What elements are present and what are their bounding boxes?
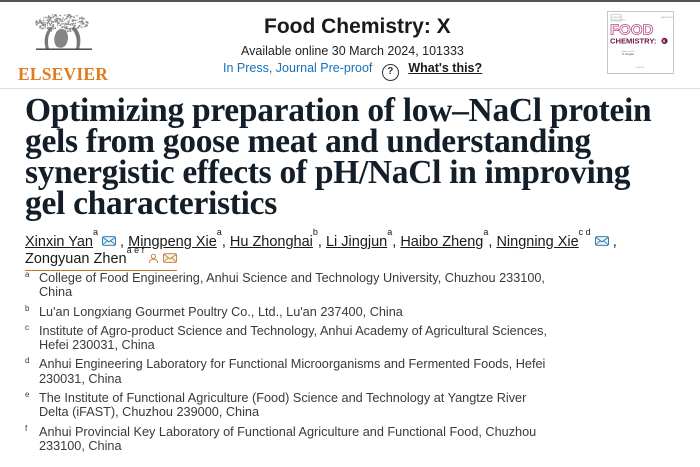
svg-text:ELSEVIER: ELSEVIER xyxy=(636,67,645,69)
svg-text:D. Douglas: D. Douglas xyxy=(622,53,635,56)
svg-text:CHEMISTRY:: CHEMISTRY: xyxy=(610,37,656,46)
svg-text:ISSN 2590-1575: ISSN 2590-1575 xyxy=(661,17,673,19)
